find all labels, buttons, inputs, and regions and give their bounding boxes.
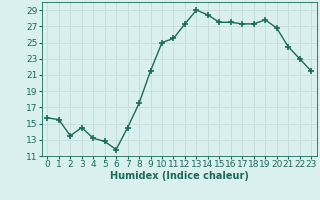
X-axis label: Humidex (Indice chaleur): Humidex (Indice chaleur) [110, 171, 249, 181]
